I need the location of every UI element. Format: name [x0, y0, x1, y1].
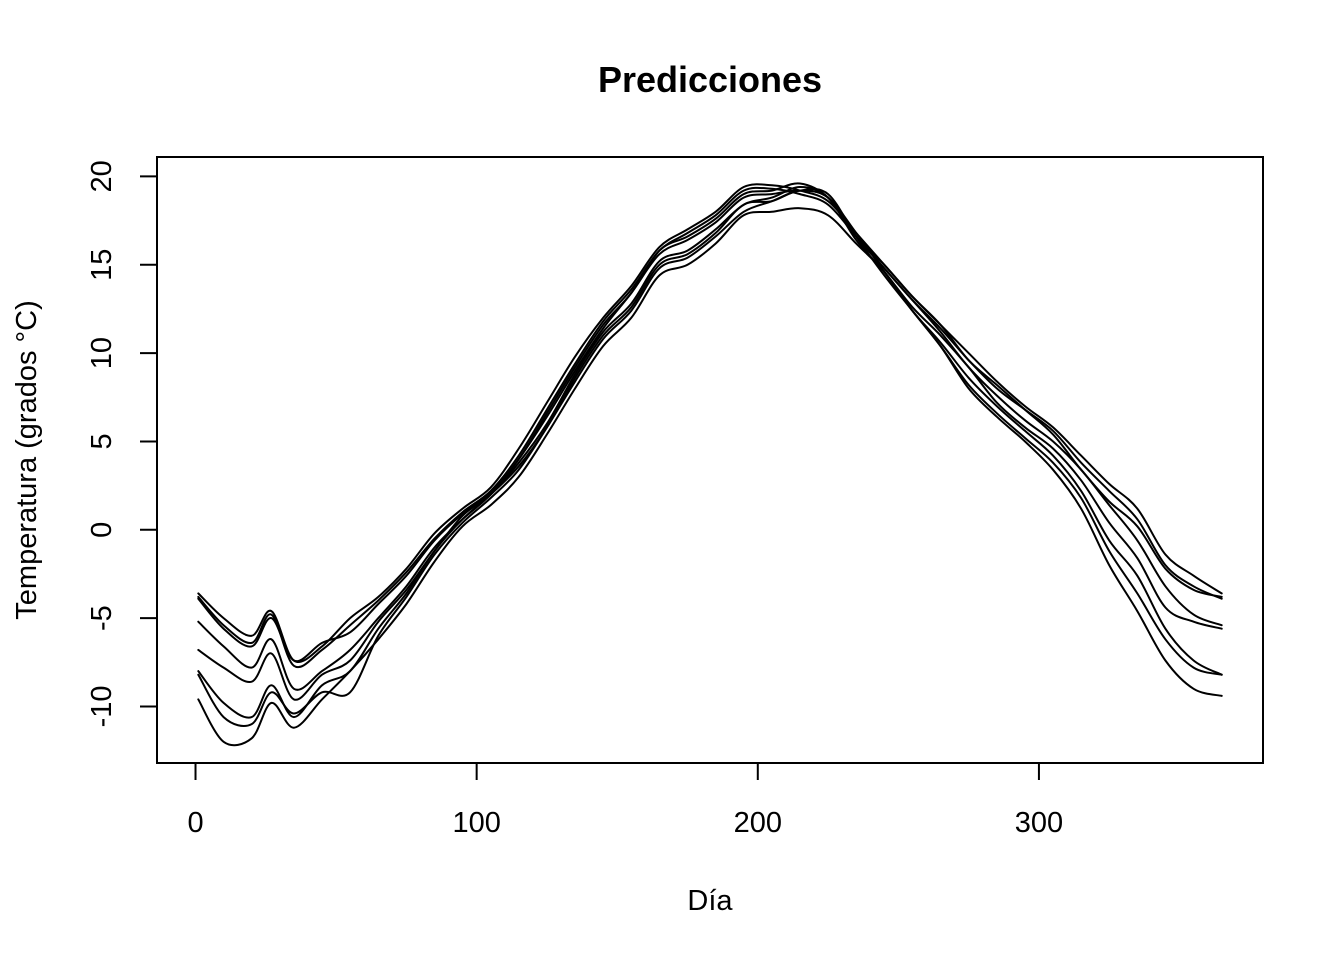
y-axis: -10 -5 0 5 10 15 20 — [86, 160, 157, 727]
series-line-2 — [197, 186, 1223, 669]
y-tick-label: -10 — [86, 686, 118, 728]
chart-title: Predicciones — [598, 59, 822, 100]
series-line-3 — [197, 189, 1223, 691]
series-line-7 — [197, 207, 1223, 747]
x-tick-label: 100 — [452, 807, 500, 839]
y-tick-label: 15 — [86, 249, 118, 281]
series-line-6 — [197, 188, 1223, 727]
y-tick-label: -5 — [86, 605, 118, 631]
y-tick-label: 20 — [86, 160, 118, 192]
series-line-1 — [197, 183, 1223, 663]
x-axis-label: Día — [687, 885, 733, 917]
plot-frame — [156, 156, 1264, 764]
y-tick-label: 10 — [86, 337, 118, 369]
x-tick-label: 200 — [734, 807, 782, 839]
series-line-8 — [197, 182, 1223, 663]
y-tick-label: 0 — [86, 522, 118, 538]
y-tick-label: 5 — [86, 433, 118, 449]
x-axis: 0 100 200 300 — [187, 763, 1063, 839]
series-group — [197, 182, 1223, 747]
y-axis-label: Temperatura (grados °C) — [11, 300, 43, 619]
series-line-4 — [197, 186, 1223, 701]
x-tick-label: 0 — [187, 807, 203, 839]
x-tick-label: 300 — [1015, 807, 1063, 839]
